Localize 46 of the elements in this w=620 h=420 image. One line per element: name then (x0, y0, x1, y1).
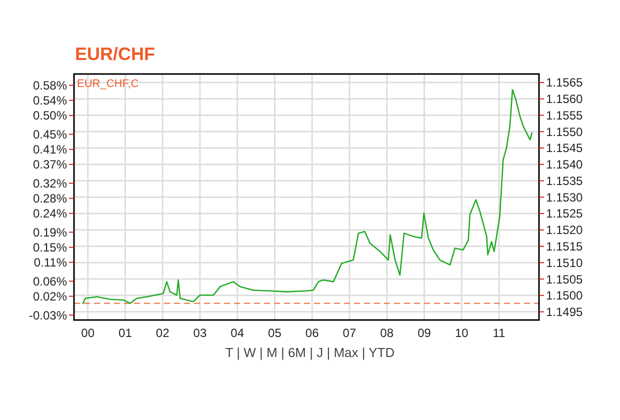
x-tick-label: 01 (118, 326, 132, 340)
y-tick-label: 0.24% (32, 206, 68, 221)
y-tick-label: 0.11% (34, 256, 68, 270)
y2-tick-label: 1.1555 (546, 108, 584, 122)
annotation: EUR_CHF,C (77, 78, 139, 90)
y2-tick-label: 1.1525 (546, 206, 584, 221)
y2-tick-label: 1.1535 (546, 174, 584, 188)
y-tick-label: 0.02% (32, 289, 68, 304)
y2-tick-label: 1.1565 (546, 76, 584, 90)
y2-tick-label: 1.1545 (546, 141, 584, 156)
x-tick-label: 03 (193, 326, 207, 340)
y-tick-label: 0.54% (32, 94, 68, 108)
y-tick-label: 0.50% (32, 108, 68, 123)
y2-tick-label: 1.1500 (546, 288, 584, 303)
text: T | W | M | 6M | J | Max | YTD (225, 345, 395, 360)
line-series (82, 89, 533, 304)
y2-tick-label: 1.1510 (546, 256, 584, 270)
x-tick-label: 00 (81, 326, 95, 340)
x-tick-label: 09 (418, 326, 432, 340)
y2-tick-label: 1.1520 (546, 223, 584, 238)
y-tick-label: 0.41% (32, 142, 68, 157)
y2-tick-label: 1.1515 (546, 240, 584, 254)
y-tick-label: 0.37% (32, 158, 68, 172)
y-tick-label: 0.32% (32, 176, 68, 190)
y-tick-label: 0.58% (32, 78, 68, 92)
y-tick-label: 0.15% (32, 240, 68, 254)
y-tick-label: 0.45% (32, 127, 68, 142)
y-tick-label: 0.28% (32, 192, 68, 206)
y-tick-label: 0.19% (32, 225, 68, 240)
x-tick-label: 07 (342, 326, 356, 340)
y2-tick-label: 1.1550 (546, 124, 584, 139)
y2-tick-label: 1.1560 (546, 92, 584, 106)
x-tick-label: 08 (380, 326, 394, 340)
x-tick-label: 10 (454, 326, 469, 340)
x-tick-label: 04 (230, 326, 244, 340)
y2-tick-label: 1.1540 (546, 158, 584, 172)
chart-title: EUR/CHF (75, 44, 156, 64)
y2-tick-label: 1.1530 (546, 190, 584, 204)
y2-tick-label: 1.1495 (546, 305, 584, 320)
x-tick-label: 06 (305, 326, 320, 340)
x-tick-label: 02 (156, 326, 170, 340)
x-tick-label: 05 (268, 326, 282, 340)
x-tick-label: 11 (492, 326, 506, 340)
y2-tick-label: 1.1505 (546, 272, 584, 286)
y-tick-label: -0.03% (28, 308, 68, 322)
y-tick-label: 0.06% (32, 274, 68, 288)
